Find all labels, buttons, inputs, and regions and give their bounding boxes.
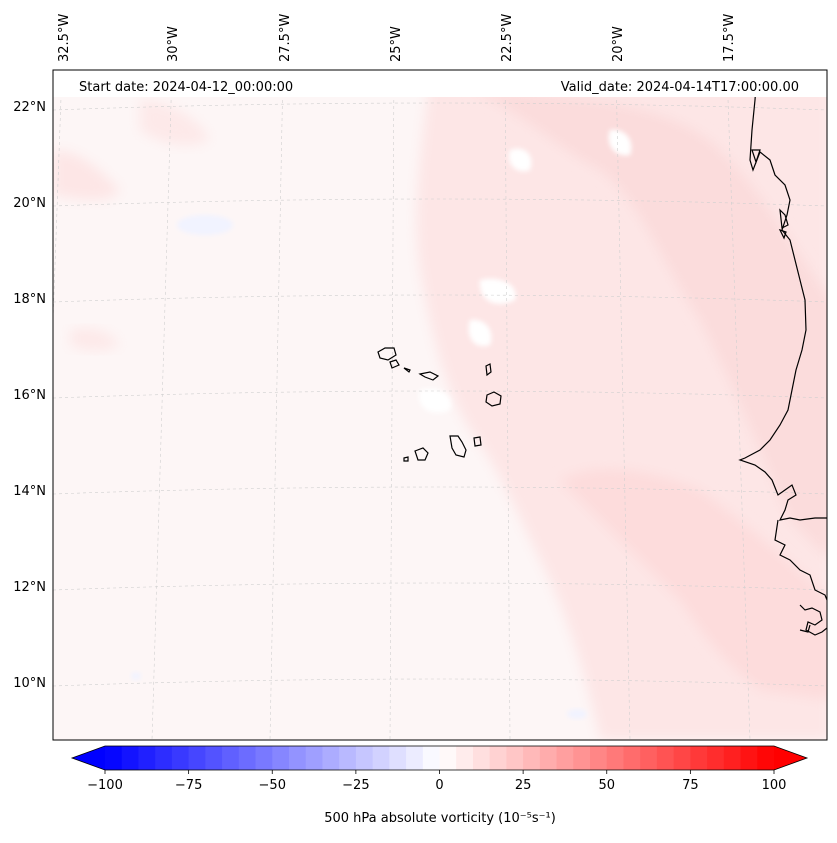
map-panel	[53, 70, 827, 740]
map-frame	[52, 69, 828, 741]
colorbar-segment	[171, 746, 190, 770]
lon-label: 32.5°W	[57, 14, 72, 62]
colorbar-segment	[155, 746, 173, 770]
latitude-labels: 22°N 20°N 18°N 16°N 14°N 12°N 10°N	[13, 100, 46, 691]
lon-label: 20°W	[611, 26, 626, 62]
colorbar-segment	[506, 746, 524, 770]
colorbar-tick-label: 100	[762, 778, 787, 793]
colorbar-segment	[556, 746, 574, 770]
colorbar-segment	[590, 746, 608, 770]
colorbar-segment	[439, 746, 457, 770]
lon-label: 25°W	[389, 26, 404, 62]
colorbar-tick-label: −50	[259, 778, 286, 793]
colorbar-segment	[690, 746, 708, 770]
lat-label: 10°N	[13, 676, 46, 691]
africa-coast	[738, 71, 827, 521]
colorbar-segment	[472, 746, 491, 770]
island-brava	[403, 456, 409, 462]
colorbar-segment	[105, 746, 123, 770]
island-boa-vista	[485, 391, 502, 407]
lat-label: 14°N	[13, 484, 46, 499]
colorbar-segment	[288, 746, 307, 770]
colorbar-segment	[456, 746, 474, 770]
colorbar-segment	[305, 746, 323, 770]
colorbar-segments	[105, 746, 775, 770]
lon-label: 30°W	[166, 26, 181, 62]
colorbar-segment	[623, 746, 641, 770]
colorbar-segment	[238, 746, 257, 770]
colorbar-segment	[188, 746, 206, 770]
colorbar-segment	[138, 746, 156, 770]
valid-date-label: Valid_date: 2024-04-14T17:00:00.00	[561, 80, 799, 95]
colorbar-segment	[723, 746, 742, 770]
colorbar-segment	[372, 746, 390, 770]
coastline	[377, 71, 827, 636]
colorbar-tick-label: −75	[175, 778, 202, 793]
gridlines	[53, 70, 827, 740]
colorbar-segment	[656, 746, 675, 770]
colorbar-tick-label: 25	[515, 778, 532, 793]
colorbar-segment	[673, 746, 691, 770]
island-santiago	[449, 435, 467, 458]
colorbar-segment	[255, 746, 273, 770]
colorbar-tick-label: −100	[87, 778, 123, 793]
island-sao-vicente	[389, 359, 400, 369]
island-maio	[473, 436, 482, 447]
colorbar-segment	[573, 746, 591, 770]
colorbar-segment	[539, 746, 558, 770]
colorbar-segment	[523, 746, 541, 770]
colorbar-segment	[757, 746, 775, 770]
header-band	[53, 70, 827, 97]
colorbar-label: 500 hPa absolute vorticity (10⁻⁵s⁻¹)	[324, 811, 556, 826]
colorbar-tick-label: 0	[435, 778, 443, 793]
colorbar-segment	[606, 746, 624, 770]
colorbar-segment	[422, 746, 440, 770]
lat-label: 16°N	[13, 388, 46, 403]
colorbar-segment	[489, 746, 507, 770]
lon-label: 22.5°W	[500, 14, 515, 62]
island-santo-antao	[377, 347, 397, 361]
colorbar-segment	[406, 746, 424, 770]
colorbar-segment	[322, 746, 340, 770]
colorbar-tick-label: 50	[598, 778, 615, 793]
colorbar-segment	[121, 746, 139, 770]
colorbar: −100 −75 −50 −25 0 25 50 75 100 500 hPa absolute…	[70, 745, 809, 826]
lon-label: 17.5°W	[722, 14, 737, 62]
lat-label: 22°N	[13, 100, 46, 115]
island-sal	[485, 363, 492, 377]
lat-label: 20°N	[13, 196, 46, 211]
lat-label: 12°N	[13, 580, 46, 595]
colorbar-tick-label: −25	[342, 778, 369, 793]
lat-label: 18°N	[13, 292, 46, 307]
colorbar-segment	[740, 746, 758, 770]
colorbar-extend-max	[774, 746, 807, 770]
island-santa-luzia	[403, 367, 411, 373]
colorbar-segment	[389, 746, 407, 770]
colorbar-extend-min	[72, 746, 105, 770]
colorbar-segment	[640, 746, 658, 770]
island-sao-nicolau	[418, 371, 440, 381]
colorbar-segment	[222, 746, 240, 770]
colorbar-segment	[339, 746, 357, 770]
colorbar-segment	[707, 746, 725, 770]
colorbar-segment	[355, 746, 374, 770]
colorbar-ticks: −100 −75 −50 −25 0 25 50 75 100	[87, 770, 786, 793]
start-date-label: Start date: 2024-04-12_00:00:00	[79, 80, 293, 95]
longitude-labels: 32.5°W 30°W 27.5°W 25°W 22.5°W 20°W 17.5…	[57, 14, 737, 62]
colorbar-tick-label: 75	[682, 778, 699, 793]
island-fogo	[414, 447, 429, 461]
vorticity-field	[53, 70, 827, 740]
colorbar-segment	[205, 746, 223, 770]
lon-label: 27.5°W	[278, 14, 293, 62]
colorbar-segment	[272, 746, 290, 770]
